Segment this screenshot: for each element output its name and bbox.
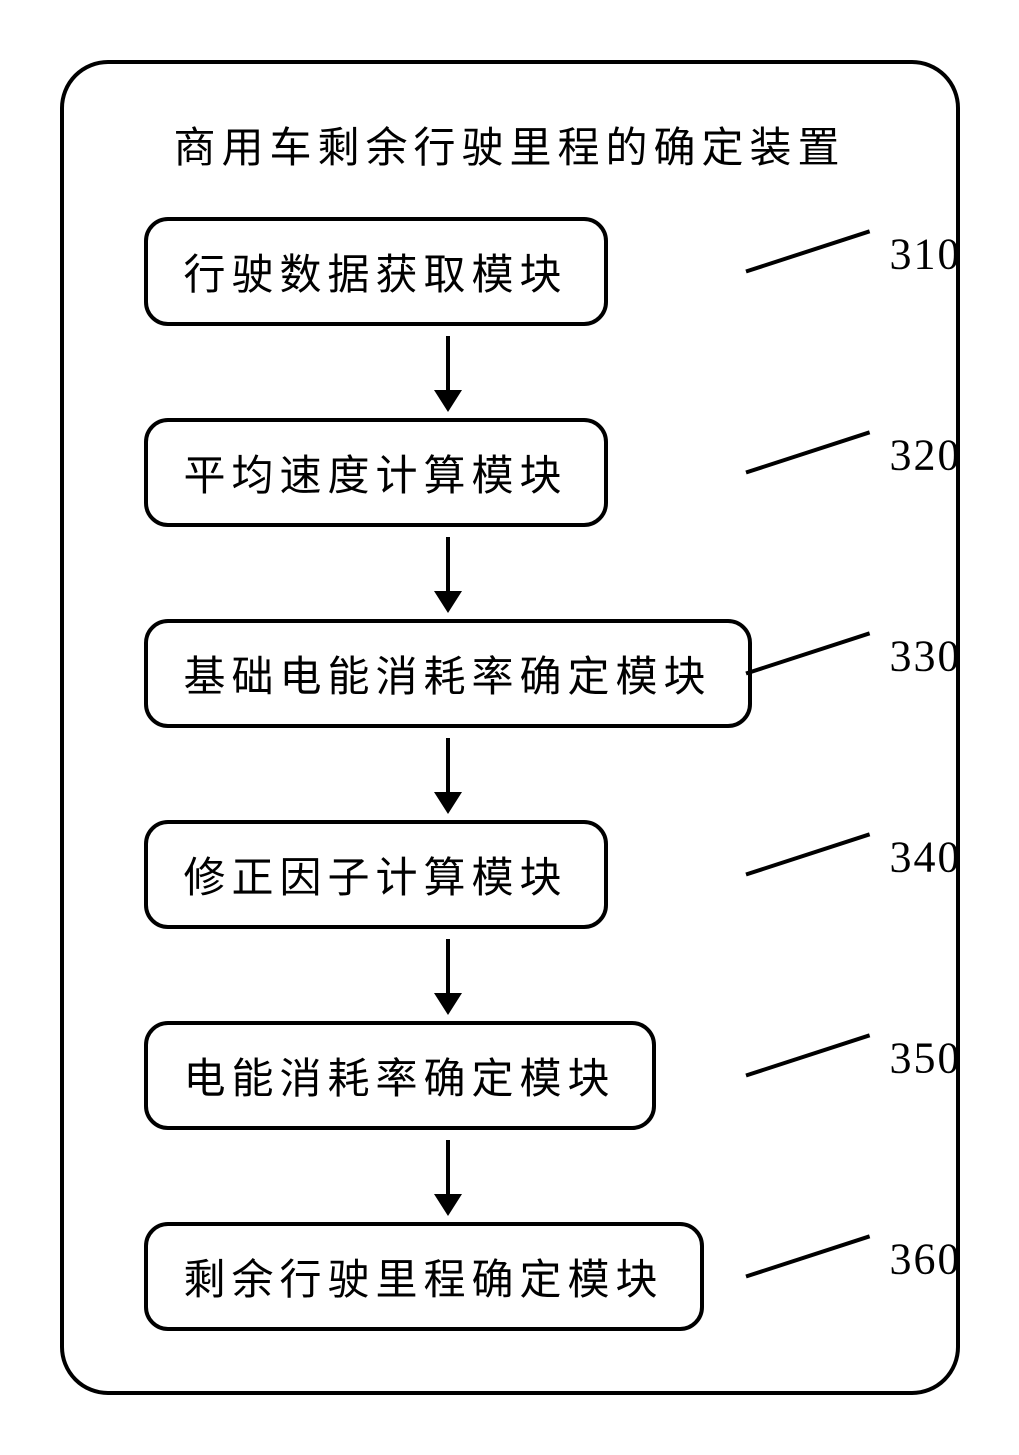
reference-callout: 330: [752, 666, 962, 681]
module-row: 电能消耗率确定模块350: [144, 1021, 752, 1130]
reference-number: 360: [890, 1233, 962, 1284]
down-arrow-icon: [434, 939, 462, 1015]
flowchart: 行驶数据获取模块310 平均速度计算模块320 基础电能消耗率确定模块330 修正因子…: [144, 217, 752, 1331]
lead-line: [745, 832, 870, 876]
module-box: 平均速度计算模块: [144, 418, 608, 527]
module-row: 修正因子计算模块340: [144, 820, 752, 929]
diagram-title: 商用车剩余行驶里程的确定装置: [124, 114, 896, 175]
reference-number: 350: [890, 1032, 962, 1083]
lead-line: [745, 430, 870, 474]
module-row: 行驶数据获取模块310: [144, 217, 752, 326]
reference-number: 310: [890, 228, 962, 279]
module-box: 电能消耗率确定模块: [144, 1021, 656, 1130]
reference-callout: 310: [752, 264, 962, 279]
lead-line: [745, 1234, 870, 1278]
module-row: 平均速度计算模块320: [144, 418, 752, 527]
reference-number: 340: [890, 831, 962, 882]
module-box: 修正因子计算模块: [144, 820, 608, 929]
reference-callout: 320: [752, 465, 962, 480]
flow-wrap: 行驶数据获取模块310 平均速度计算模块320 基础电能消耗率确定模块330 修正因子…: [124, 217, 896, 1331]
reference-callout: 350: [752, 1068, 962, 1083]
device-frame: 商用车剩余行驶里程的确定装置 行驶数据获取模块310平均速度计算模块320基础电…: [60, 60, 960, 1395]
module-row: 剩余行驶里程确定模块360: [144, 1222, 752, 1331]
module-box: 行驶数据获取模块: [144, 217, 608, 326]
down-arrow-icon: [434, 336, 462, 412]
down-arrow-icon: [434, 738, 462, 814]
lead-line: [745, 1033, 870, 1077]
reference-callout: 340: [752, 867, 962, 882]
reference-number: 330: [890, 630, 962, 681]
lead-line: [745, 229, 870, 273]
module-row: 基础电能消耗率确定模块330: [144, 619, 752, 728]
module-box: 基础电能消耗率确定模块: [144, 619, 752, 728]
reference-callout: 360: [752, 1269, 962, 1284]
lead-line: [745, 631, 870, 675]
module-box: 剩余行驶里程确定模块: [144, 1222, 704, 1331]
down-arrow-icon: [434, 537, 462, 613]
down-arrow-icon: [434, 1140, 462, 1216]
reference-number: 320: [890, 429, 962, 480]
